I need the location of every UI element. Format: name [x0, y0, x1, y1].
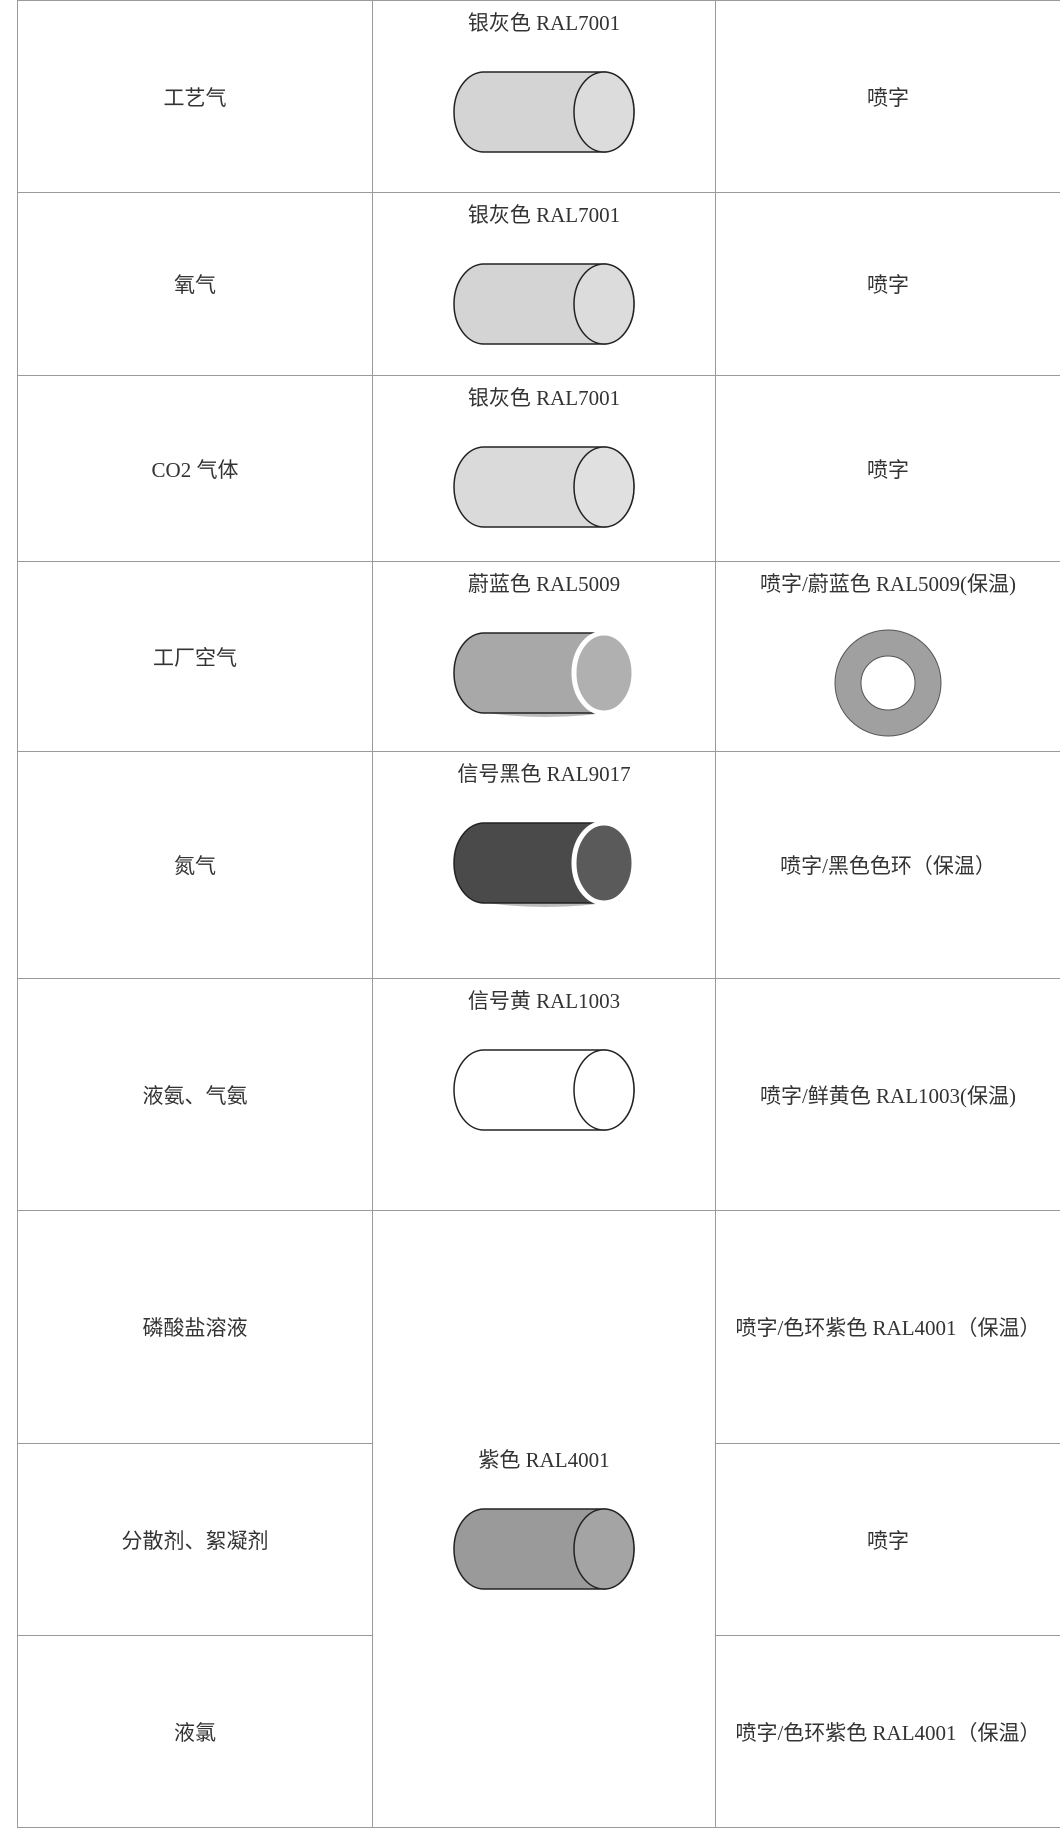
medium-cell: 液氯	[17, 1635, 373, 1828]
marking-cell: 喷字	[715, 0, 1060, 193]
medium-cell: 液氨、气氨	[17, 978, 373, 1211]
pipe-color: 银灰色 RAL7001	[467, 203, 621, 227]
marking: 喷字	[867, 273, 909, 297]
medium-cell: 氮气	[17, 751, 373, 979]
pipe-color: 蔚蓝色 RAL5009	[467, 572, 621, 596]
marking: 喷字/色环紫色 RAL4001（保温）	[735, 1720, 1041, 1745]
medium: 液氯	[174, 1720, 216, 1745]
medium: 氧气	[174, 273, 216, 297]
marking: 喷字/黑色色环（保温）	[780, 854, 996, 878]
marking: 喷字	[867, 85, 909, 110]
pipe-icon	[453, 820, 637, 907]
marking-cell: 喷字/色环紫色 RAL4001（保温）	[715, 1210, 1060, 1444]
color-cell: 蔚蓝色 RAL5009	[372, 561, 716, 752]
marking: 喷字	[867, 457, 909, 482]
pipe-color: 信号黄 RAL1003	[467, 989, 621, 1013]
medium: 工艺气	[163, 85, 227, 110]
medium: 氮气	[174, 854, 216, 878]
medium: 分散剂、絮凝剂	[121, 1528, 269, 1553]
pipe-icon	[453, 71, 635, 153]
color-cell: 银灰色 RAL7001	[372, 192, 716, 376]
pipe-color: 信号黑色 RAL9017	[457, 762, 631, 786]
medium-cell: 工艺气	[17, 0, 373, 193]
medium-cell: 分散剂、絮凝剂	[17, 1443, 373, 1636]
medium: CO2 气体	[151, 457, 239, 482]
pipe-icon	[453, 1049, 635, 1131]
medium-cell: 氧气	[17, 192, 373, 376]
marking: 喷字	[867, 1528, 909, 1553]
marking-cell: 喷字/蔚蓝色 RAL5009(保温)	[715, 561, 1060, 752]
pipe-icon	[453, 446, 635, 528]
marking-cell: 喷字/鲜黄色 RAL1003(保温)	[715, 978, 1060, 1211]
medium: 液氨、气氨	[142, 1083, 248, 1108]
marking-cell: 喷字/黑色色环（保温）	[715, 751, 1060, 979]
pipe-icon	[453, 630, 637, 717]
color-cell: 信号黑色 RAL9017	[372, 751, 716, 979]
marking: 喷字/鲜黄色 RAL1003(保温)	[759, 1083, 1017, 1108]
medium-cell: 工厂空气	[17, 561, 373, 752]
marking: 喷字/色环紫色 RAL4001（保温）	[735, 1316, 1041, 1340]
medium-cell: 磷酸盐溶液	[17, 1210, 373, 1444]
color-cell: 银灰色 RAL7001	[372, 375, 716, 562]
color-cell: 银灰色 RAL7001	[372, 0, 716, 193]
color-cell-merged: 紫色 RAL4001	[372, 1210, 716, 1828]
medium: 磷酸盐溶液	[142, 1316, 248, 1340]
medium-cell: CO2 气体	[17, 375, 373, 562]
marking-cell: 喷字/色环紫色 RAL4001（保温）	[715, 1635, 1060, 1828]
ring-icon	[834, 629, 942, 737]
pipe-icon	[453, 263, 635, 345]
pipe-icon	[453, 1508, 635, 1590]
pipe-color: 银灰色 RAL7001	[467, 386, 621, 410]
marking: 喷字/蔚蓝色 RAL5009(保温)	[759, 572, 1017, 596]
marking-cell: 喷字	[715, 1443, 1060, 1636]
marking-cell: 喷字	[715, 375, 1060, 562]
color-cell: 信号黄 RAL1003	[372, 978, 716, 1211]
pipe-color: 紫色 RAL4001	[478, 1448, 610, 1472]
pipe-color: 银灰色 RAL7001	[467, 11, 621, 35]
marking-cell: 喷字	[715, 192, 1060, 376]
medium: 工厂空气	[153, 645, 237, 670]
